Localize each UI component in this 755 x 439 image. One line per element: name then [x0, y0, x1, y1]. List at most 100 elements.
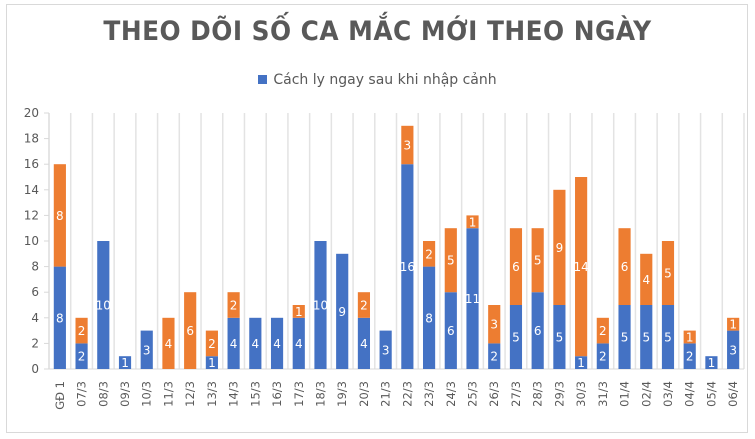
data-label: 5 — [512, 331, 520, 345]
x-tick-label: 15/3 — [248, 381, 262, 407]
data-label: 9 — [338, 305, 346, 319]
x-tick-label: 26/3 — [487, 381, 501, 407]
x-tick-label: 20/3 — [357, 381, 371, 407]
data-label: 4 — [230, 337, 238, 351]
bar-segment — [488, 343, 501, 369]
bar-segment — [140, 330, 153, 369]
y-tick-label: 4 — [31, 311, 39, 325]
x-tick-label: 14/3 — [227, 381, 241, 407]
x-tick-label: 04/4 — [683, 381, 697, 407]
data-label: 2 — [78, 324, 86, 338]
bar-segment — [118, 356, 132, 369]
x-tick-label: 10/3 — [140, 381, 154, 407]
bar-segment — [379, 330, 392, 369]
x-tick-label: GĐ 1 — [53, 381, 67, 410]
x-tick-label: 09/3 — [118, 381, 132, 407]
bar-segment — [336, 253, 349, 369]
x-tick-label: 27/3 — [509, 381, 523, 407]
data-label: 8 — [56, 209, 64, 223]
x-tick-label: 02/4 — [639, 381, 653, 407]
x-tick-label: 03/4 — [661, 381, 675, 407]
x-tick-label: 08/3 — [96, 381, 110, 407]
data-label: 10 — [313, 299, 328, 313]
data-label: 4 — [165, 337, 173, 351]
x-tick-label: 12/3 — [183, 381, 197, 407]
data-label: 11 — [465, 292, 480, 306]
x-tick-label: 22/3 — [400, 381, 414, 407]
data-label: 1 — [708, 356, 716, 370]
data-label: 5 — [447, 254, 455, 268]
bar-segment — [227, 292, 240, 318]
y-tick-label: 14 — [24, 183, 39, 197]
data-label: 3 — [404, 139, 412, 153]
data-label: 3 — [382, 343, 390, 357]
x-tick-label: 01/4 — [618, 381, 632, 407]
x-tick-label: 06/4 — [726, 381, 740, 407]
data-label: 1 — [295, 305, 303, 319]
data-label: 9 — [556, 241, 564, 255]
x-tick-label: 11/3 — [161, 381, 175, 407]
x-tick-label: 23/3 — [422, 381, 436, 407]
x-tick-label: 18/3 — [313, 381, 327, 407]
bar-segment — [357, 292, 371, 318]
y-tick-label: 16 — [24, 157, 39, 171]
bar-segment — [531, 292, 544, 369]
data-label: 5 — [664, 267, 672, 281]
x-tick-label: 29/3 — [552, 381, 566, 407]
data-label: 6 — [186, 324, 194, 338]
bar-segment — [357, 317, 371, 369]
data-label: 2 — [599, 324, 607, 338]
y-tick-label: 12 — [24, 208, 39, 222]
bar-segment — [75, 343, 88, 369]
bar-segment — [466, 215, 479, 229]
data-label: 5 — [534, 254, 542, 268]
bar-segment — [75, 317, 88, 344]
bar-segment — [575, 356, 588, 369]
data-label: 3 — [729, 343, 737, 357]
bar-segment — [683, 343, 696, 369]
data-label: 5 — [642, 331, 650, 345]
data-label: 1 — [121, 356, 129, 370]
bar-segment — [401, 164, 414, 369]
bar-segment — [205, 330, 218, 357]
data-label: 4 — [273, 337, 281, 351]
bar-segment — [683, 330, 696, 344]
bar-segment — [249, 317, 262, 369]
x-tick-label: 13/3 — [205, 381, 219, 407]
data-label: 5 — [556, 331, 564, 345]
x-tick-label: 05/4 — [704, 381, 718, 407]
data-label: 8 — [56, 311, 64, 325]
bar-segment — [53, 266, 66, 369]
y-tick-label: 10 — [24, 234, 39, 248]
x-tick-label: 28/3 — [531, 381, 545, 407]
y-tick-label: 18 — [24, 132, 39, 146]
bar-segment — [292, 317, 305, 369]
bar-segment — [422, 266, 436, 369]
data-label: 5 — [621, 331, 629, 345]
x-tick-label: 31/3 — [596, 381, 610, 407]
data-label: 1 — [208, 356, 216, 370]
data-label: 6 — [447, 324, 455, 338]
x-tick-label: 25/3 — [466, 381, 480, 407]
y-tick-label: 0 — [31, 362, 39, 376]
data-label: 1 — [577, 356, 585, 370]
bar-segment — [640, 305, 653, 369]
data-label: 8 — [425, 311, 433, 325]
y-tick-label: 6 — [31, 285, 39, 299]
data-label: 4 — [295, 337, 303, 351]
data-label: 10 — [96, 299, 111, 313]
bar-segment — [162, 317, 175, 369]
data-label: 3 — [490, 318, 498, 332]
bar-segment — [596, 343, 609, 369]
data-label: 2 — [490, 350, 498, 364]
x-tick-label: 19/3 — [335, 381, 349, 407]
data-label: 4 — [252, 337, 260, 351]
bar-segment — [97, 241, 110, 369]
data-label: 1 — [686, 331, 694, 345]
bar-segment — [466, 228, 479, 369]
y-tick-label: 20 — [24, 106, 39, 120]
bar-segment — [596, 317, 609, 344]
legend-swatch-blue — [258, 75, 268, 84]
data-label: 3 — [143, 343, 151, 357]
